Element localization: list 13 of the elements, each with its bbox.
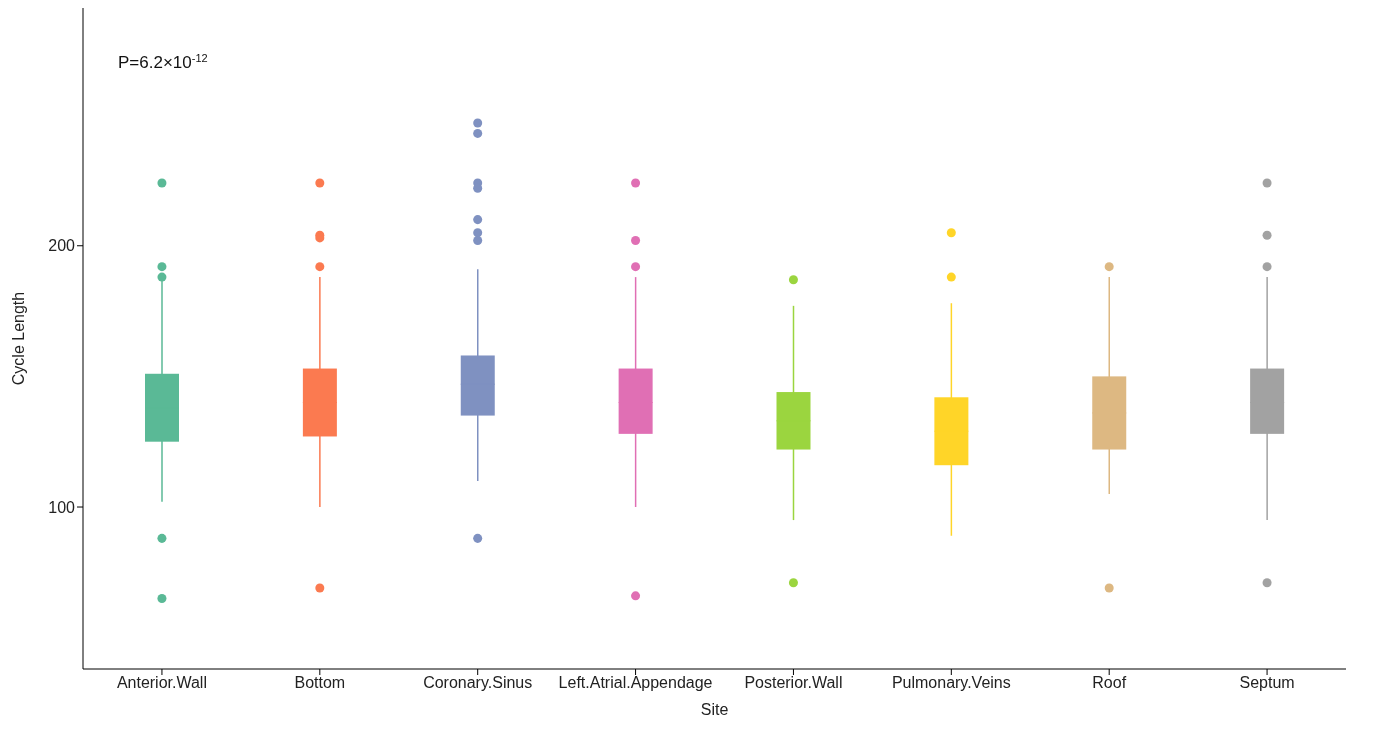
x-tick-label: Pulmonary.Veins	[891, 674, 1011, 692]
x-tick-label: Bottom	[294, 674, 346, 692]
x-tick-label: Posterior.Wall	[744, 674, 843, 692]
x-axis-title: Site	[700, 701, 729, 718]
y-axis-title: Cycle Length	[9, 291, 27, 386]
y-tick-label: 200	[48, 237, 76, 255]
annotation: P=6.2×10$^{-12}$	[118, 52, 208, 72]
x-tick-label: Anterior.Wall	[116, 674, 207, 692]
x-tick-label: Coronary.Sinus	[423, 674, 533, 692]
x-tick-label: Left.Atrial.Appendage	[558, 674, 713, 692]
x-tick-label: Roof	[1092, 674, 1127, 692]
y-tick-label: 100	[48, 498, 76, 516]
x-tick-label: Septum	[1239, 674, 1295, 692]
